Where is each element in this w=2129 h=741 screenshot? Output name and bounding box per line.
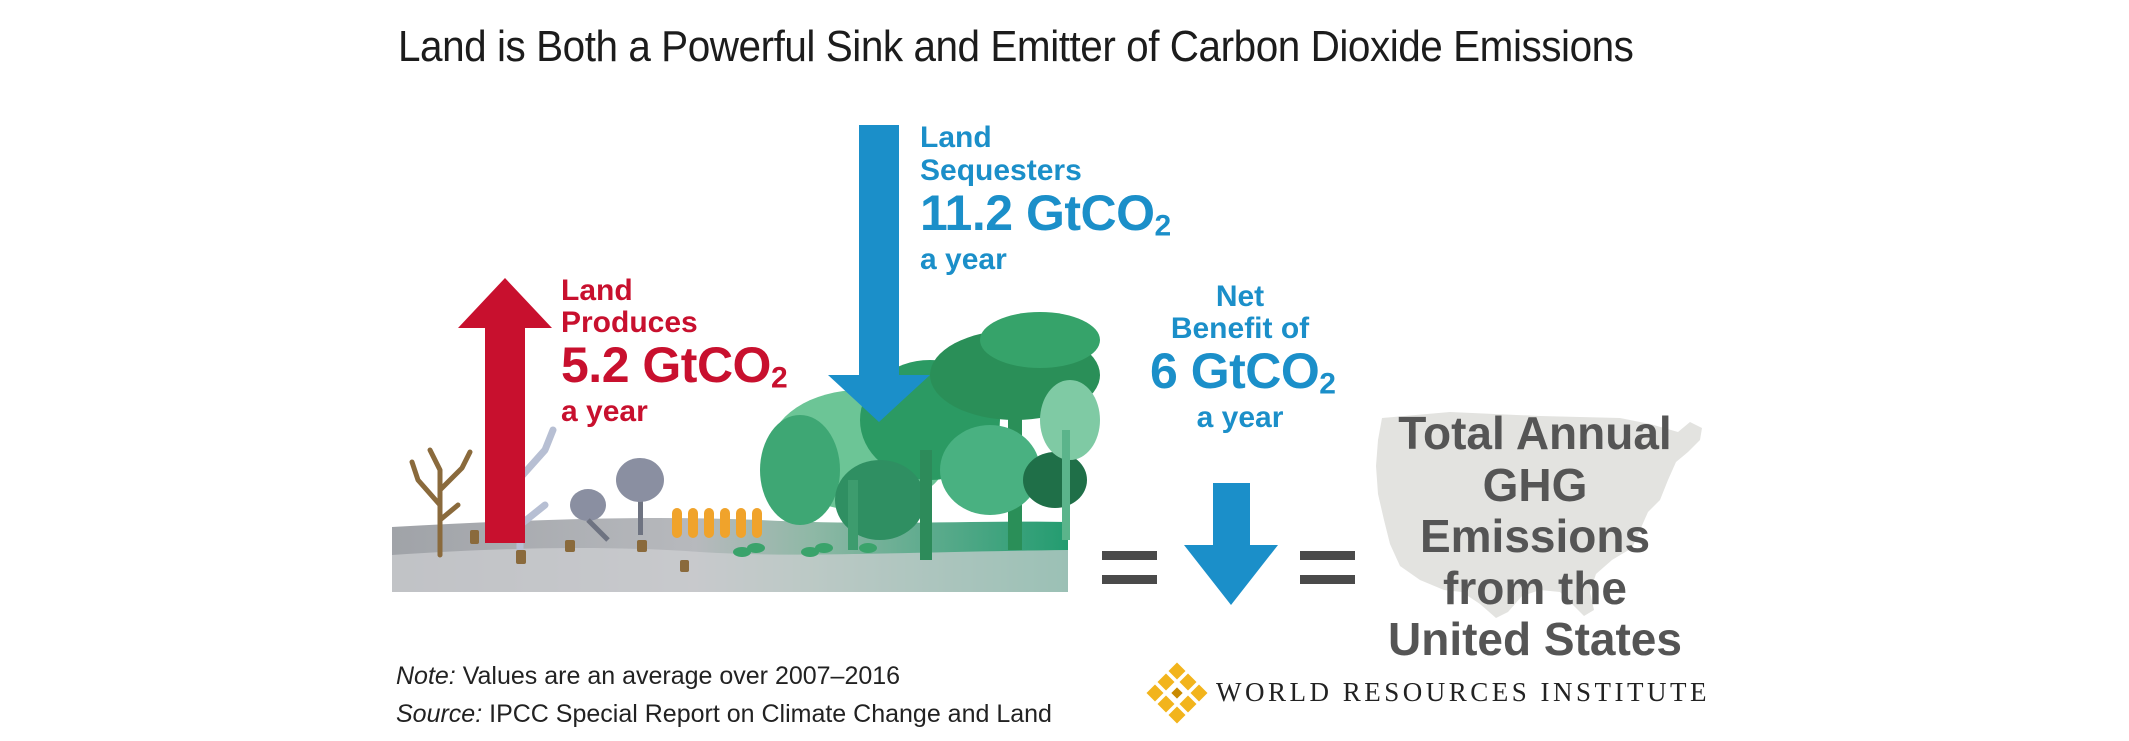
source-label: Source: bbox=[396, 700, 483, 728]
equals-icon bbox=[1102, 551, 1355, 584]
page-title: Land is Both a Powerful Sink and Emitter… bbox=[398, 22, 1634, 71]
produces-line2: Produces bbox=[561, 306, 698, 339]
total-line4: United States bbox=[1388, 613, 1682, 666]
note-text: Values are an average over 2007–2016 bbox=[455, 662, 901, 690]
net-line1: Net bbox=[1215, 280, 1265, 313]
seedling-icon bbox=[733, 543, 877, 557]
down-arrow-icon-net bbox=[1184, 483, 1278, 605]
produces-value-text: 5.2 GtCO bbox=[561, 337, 771, 393]
source-line: Source: IPCC Special Report on Climate C… bbox=[396, 700, 1052, 729]
sequesters-line2: Sequesters bbox=[920, 154, 1082, 187]
net-value-text: 6 GtCO bbox=[1150, 343, 1320, 399]
sequesters-value-text: 11.2 GtCO bbox=[920, 185, 1155, 241]
sequesters-subscript: 2 bbox=[1154, 209, 1172, 243]
wheat-icon bbox=[672, 508, 762, 538]
source-text: IPCC Special Report on Climate Change an… bbox=[482, 700, 1052, 728]
down-arrow-icon-sequesters bbox=[828, 125, 930, 422]
sequesters-line1: Land bbox=[920, 121, 992, 154]
ground bbox=[392, 517, 1068, 592]
net-benefit-label: Net Benefit of 6 GtCO2 a year bbox=[1150, 280, 1336, 435]
net-line4: a year bbox=[1196, 401, 1284, 435]
produces-line4: a year bbox=[561, 395, 648, 429]
net-line2: Benefit of bbox=[1170, 312, 1310, 345]
net-subscript: 2 bbox=[1319, 367, 1336, 401]
forest-icon bbox=[760, 312, 1100, 560]
total-line1: Total Annual bbox=[1398, 407, 1672, 459]
produces-value: 5.2 GtCO2 bbox=[561, 337, 788, 395]
sequesters-line4: a year bbox=[920, 243, 1007, 277]
up-arrow-icon bbox=[458, 278, 552, 543]
note-line: Note: Values are an average over 2007–20… bbox=[396, 662, 900, 691]
note-label: Note: bbox=[396, 662, 456, 690]
stump-icon bbox=[470, 530, 689, 572]
dead-tree-icon bbox=[409, 447, 473, 558]
total-line3: from the bbox=[1443, 561, 1627, 614]
sequesters-value: 11.2 GtCO2 bbox=[920, 188, 1171, 241]
gray-tree-icon bbox=[570, 458, 664, 542]
net-value: 6 GtCO2 bbox=[1150, 343, 1336, 399]
total-line2: GHG Emissions bbox=[1419, 458, 1651, 563]
produces-subscript: 2 bbox=[770, 361, 788, 395]
total-emissions-label: Total Annual GHG Emissions from the Unit… bbox=[1365, 407, 1705, 666]
wri-org-name: WORLD RESOURCES INSTITUTE bbox=[1216, 677, 1710, 707]
wri-logo-icon bbox=[1146, 662, 1208, 724]
us-map-icon bbox=[1376, 412, 1702, 618]
produces-label: Land Produces 5.2 GtCO2 a year bbox=[561, 274, 788, 429]
sequesters-label: Land Sequesters 11.2 GtCO2 a year bbox=[920, 123, 1171, 275]
produces-line1: Land bbox=[561, 274, 633, 307]
